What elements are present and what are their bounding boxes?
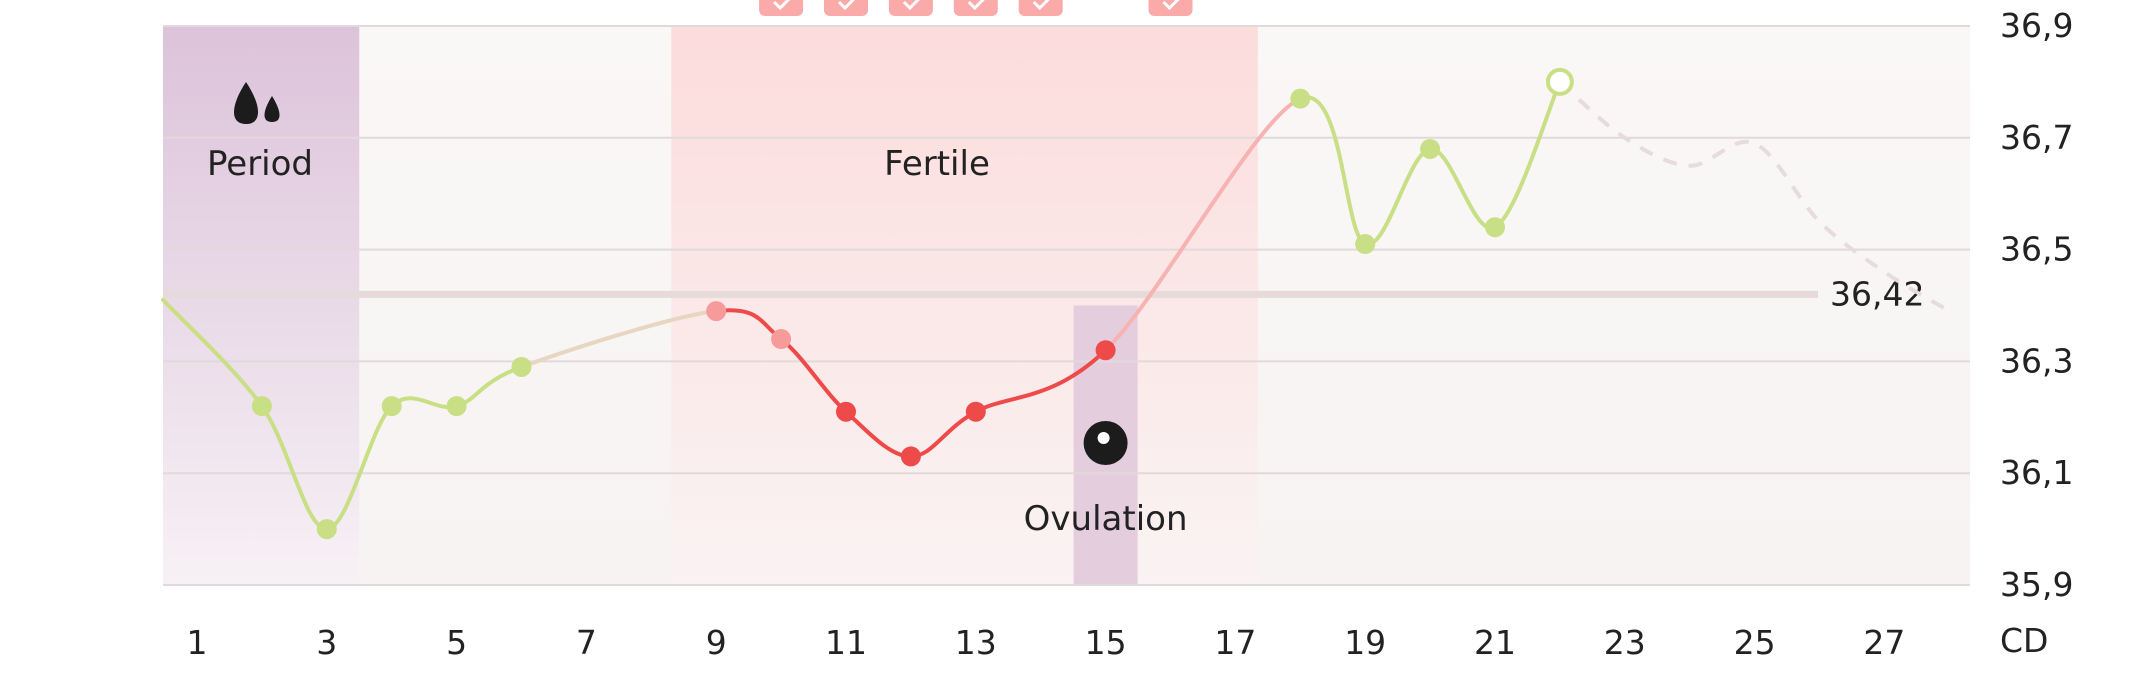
data-point (1355, 234, 1376, 255)
x-tick-label: 9 (706, 623, 727, 662)
y-tick-label: 36,9 (2000, 6, 2073, 45)
phase-label-fertile: Fertile (884, 144, 990, 184)
check-icon (837, 0, 856, 11)
phase-bands (163, 26, 1258, 585)
x-tick-label: 21 (1474, 623, 1516, 662)
phase-band-fertile (671, 26, 1258, 585)
x-tick-label: 15 (1085, 623, 1127, 662)
measured-line-segment (1298, 95, 1368, 247)
drop-shape (264, 96, 280, 122)
data-point-latest (1545, 67, 1574, 96)
measured-line-segment (161, 297, 264, 409)
x-tick-label: 5 (446, 623, 467, 662)
x-tick-label: 13 (955, 623, 997, 662)
blood-drops-icon (234, 82, 280, 124)
check-icon (967, 0, 985, 11)
check-icon (902, 0, 920, 11)
data-point (511, 356, 532, 377)
y-tick-label: 36,7 (2000, 118, 2073, 157)
grid-lines (163, 25, 1970, 586)
y-tick-label: 36,3 (2000, 341, 2073, 380)
measured-line-segment (519, 309, 719, 369)
measured-line-segment (973, 348, 1108, 414)
check-icon (1162, 0, 1180, 11)
measured-line-segment (1103, 96, 1303, 353)
x-axis: 1 3 5 7 9 11 13 15 17 19 21 23 25 27 CD (187, 621, 2049, 662)
x-tick-label: 3 (316, 623, 337, 662)
x-tick-label: 11 (825, 623, 867, 662)
drop-shape (234, 82, 258, 124)
data-point (965, 401, 986, 422)
y-tick-label: 36,1 (2000, 453, 2073, 492)
x-tick-label: 7 (576, 623, 597, 662)
data-point (446, 396, 467, 417)
y-axis: 36,9 36,7 36,5 36,3 36,1 35,9 (2000, 6, 2073, 604)
data-point (771, 329, 792, 350)
data-point (251, 396, 272, 417)
data-point (706, 301, 727, 322)
data-point (900, 446, 921, 467)
coverline: 36,42 (163, 274, 1924, 313)
x-tick-label: 23 (1604, 623, 1646, 662)
predicted-line (1558, 80, 1951, 313)
y-tick-label: 35,9 (2000, 565, 2073, 604)
ovum-nucleus (1097, 432, 1110, 444)
phase-label-period: Period (207, 144, 313, 184)
x-tick-label: 17 (1214, 623, 1256, 662)
phase-band-period (163, 26, 360, 585)
data-point (1420, 138, 1441, 159)
x-axis-label: CD (2000, 621, 2048, 660)
data-point (381, 396, 402, 417)
check-icon (773, 0, 791, 11)
temperature-points (251, 67, 1574, 540)
data-point (836, 401, 856, 422)
x-tick-label: 25 (1734, 623, 1776, 662)
ovum-icon (1083, 421, 1128, 465)
data-point (1290, 88, 1311, 109)
data-point (316, 519, 337, 540)
phase-label-ovulation: Ovulation (1024, 499, 1188, 539)
check-icon (1032, 0, 1050, 11)
fertile-day-markers (759, 0, 1193, 16)
x-tick-label: 1 (187, 623, 208, 662)
x-tick-label: 19 (1344, 623, 1386, 662)
coverline-label: 36,42 (1830, 274, 1924, 313)
data-point (1095, 340, 1116, 361)
phase-labels: Period Fertile Ovulation (207, 82, 1188, 539)
data-point (1485, 217, 1505, 238)
y-tick-label: 36,5 (2000, 230, 2073, 269)
x-tick-label: 27 (1863, 623, 1905, 662)
